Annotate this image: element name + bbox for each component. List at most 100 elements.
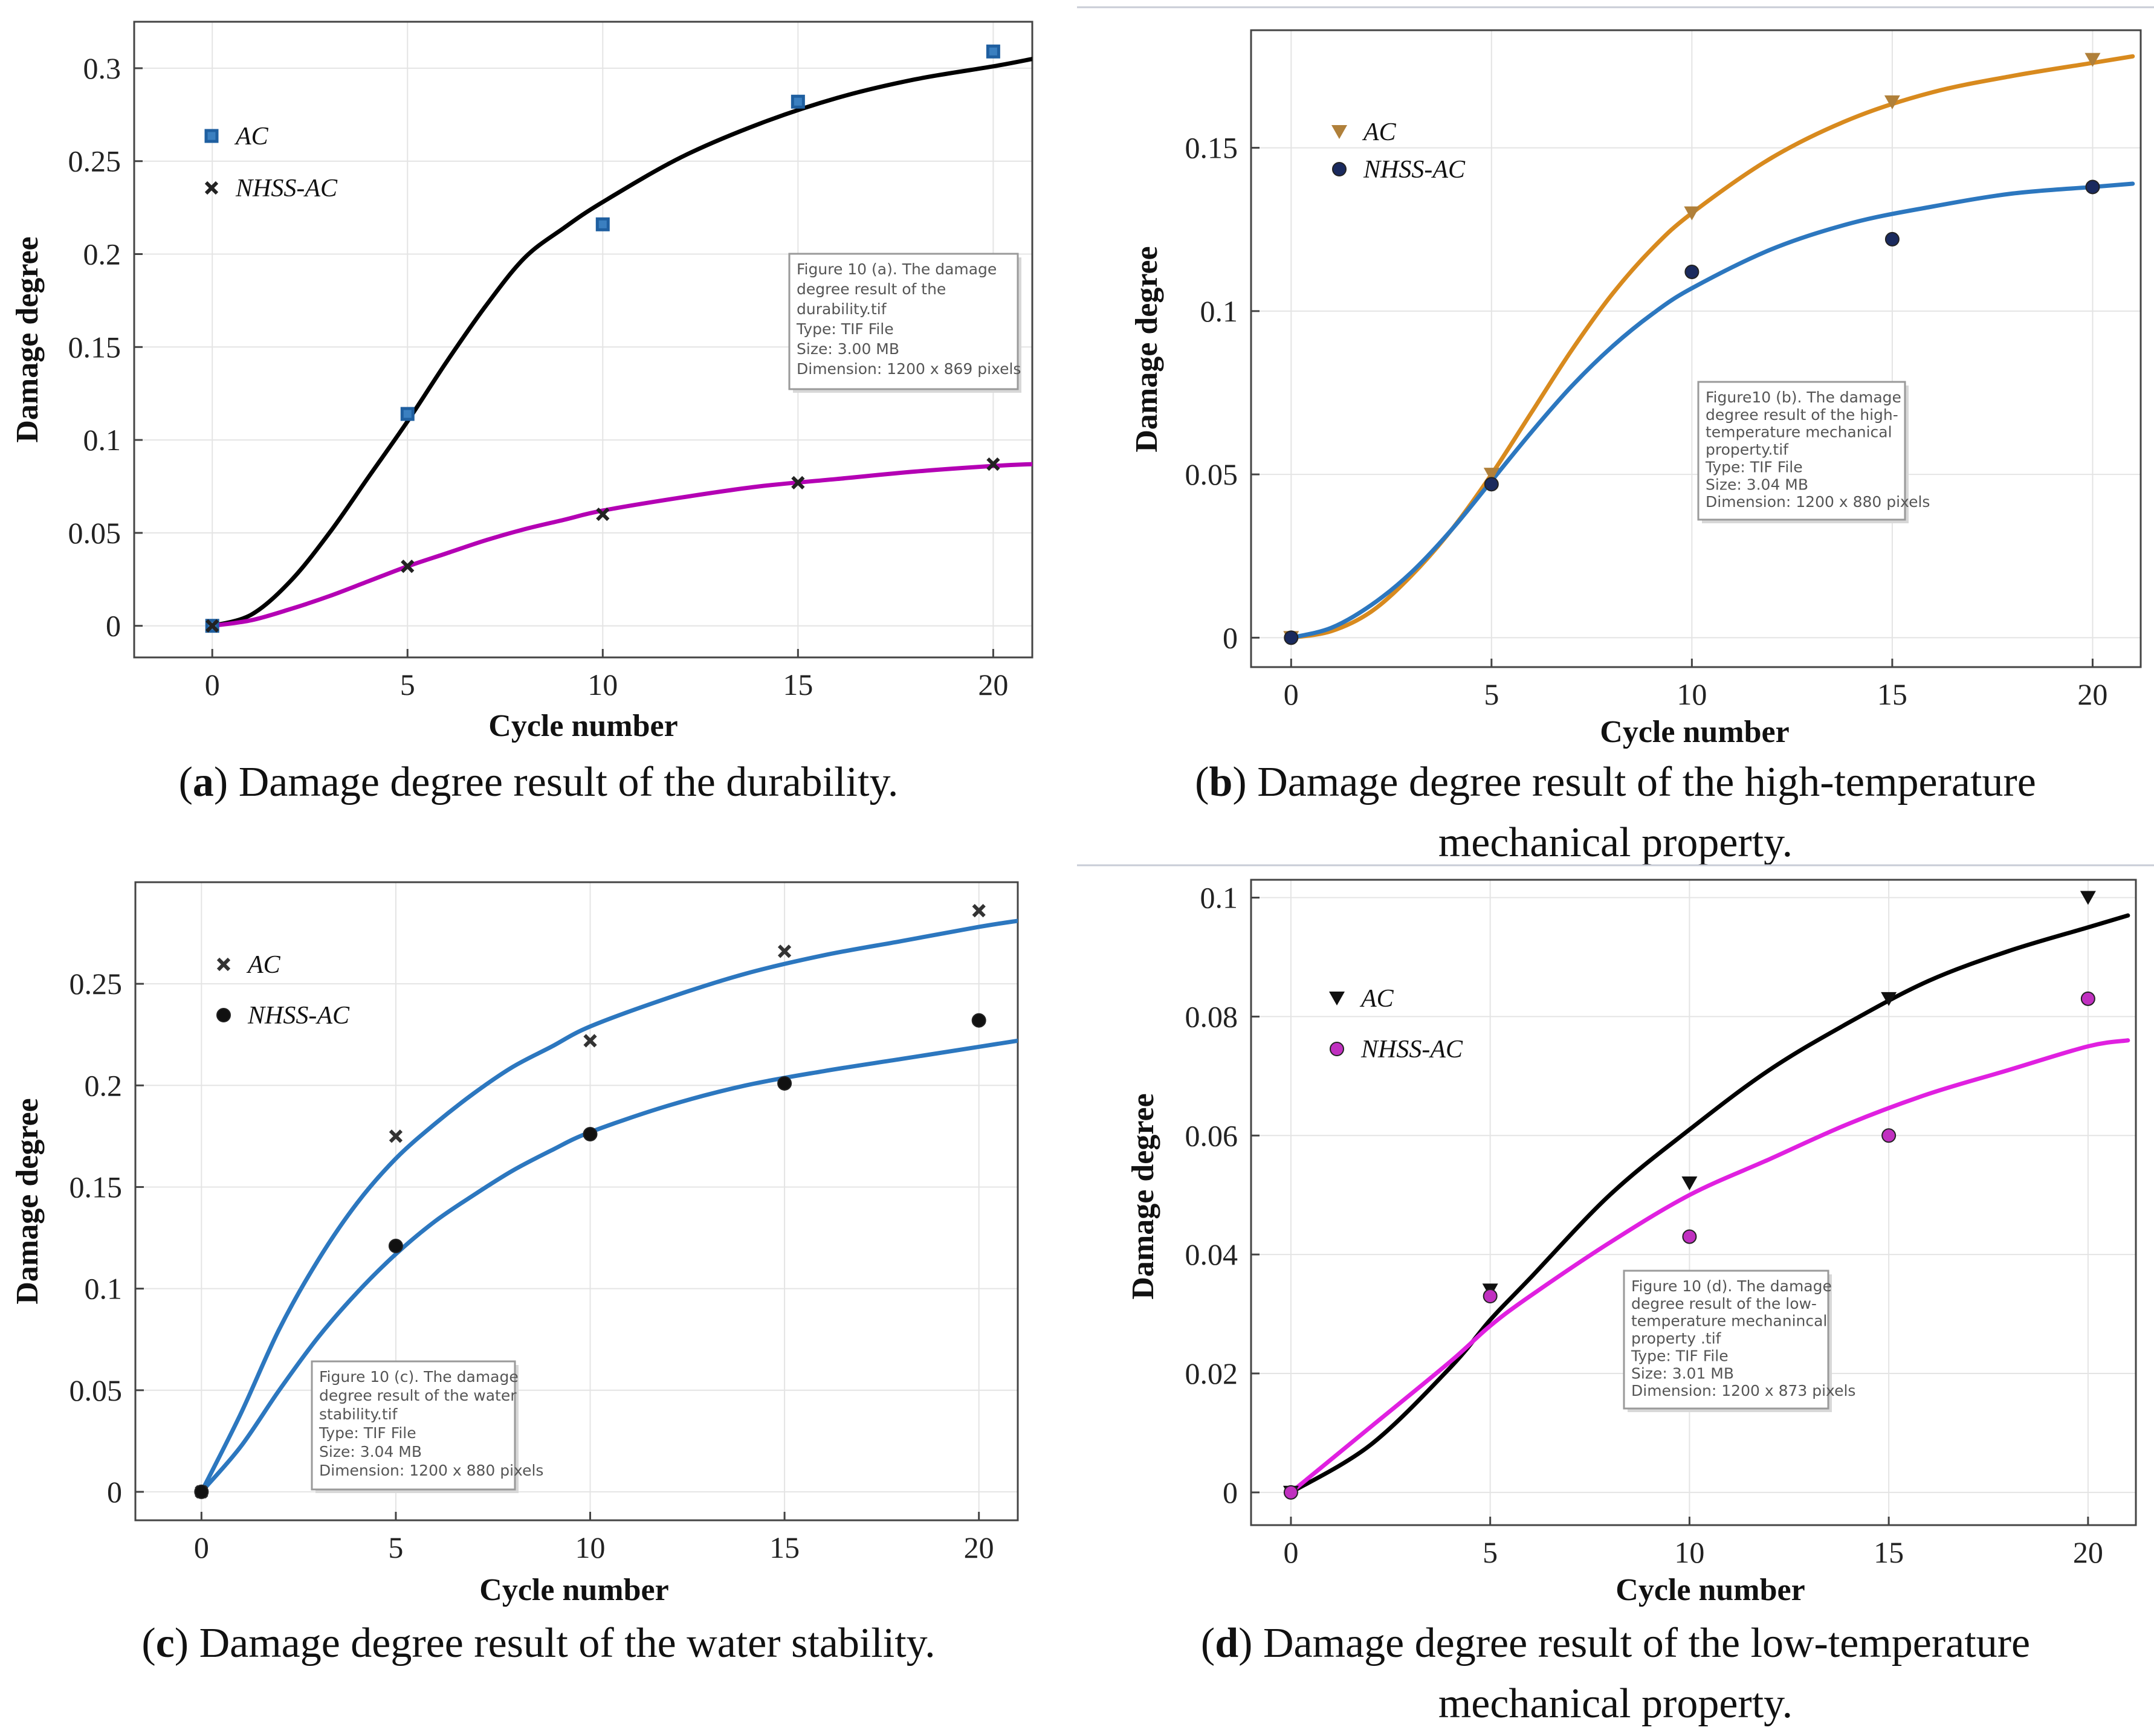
chart-a-point-1-0 [205,619,219,633]
chart-b-legend-label-0: AC [1362,118,1397,146]
chart-d-legend-entry-1: NHSS-AC [1330,1036,1463,1063]
chart-a-tooltip-line-0: Figure 10 (a). The damage [797,260,997,278]
chart-b-grid [1251,30,2141,667]
chart-c-tooltip-line-2: stability.tif [319,1405,398,1423]
chart-b-tooltip-line-0: Figure10 (b). The damage [1706,389,1901,406]
chart-panel-b: 0 5 10 15 20 0 0.05 0.1 0.15 Cycle number Damage d… [1077,0,2154,761]
chart-d-legend-label-1: NHSS-AC [1360,1036,1463,1063]
chart-d-point-1-3 [1881,1128,1897,1143]
chart-c-fit-line-0 [199,918,1018,1494]
chart-c-grid [135,882,1018,1520]
chart-d-tooltip-line-2: temperature mechanincal [1631,1312,1827,1330]
chart-panel-a: 0 5 10 15 20 0 0.05 0.1 0.15 0.2 0.25 0.3 Cycle numb… [0,0,1077,761]
chart-b-tooltip-box [1697,381,1906,521]
chart-a-tooltip-line-5: Dimension: 1200 x 869 pixels [797,360,1021,378]
chart-c-plot-area [135,882,1018,1520]
chart-a-legend-label-1: NHSS-AC [235,175,338,202]
chart-b-ytick-label-3: 0.15 [1185,131,1238,165]
chart-d-frame [1250,879,2137,1526]
chart-a-tooltip-line-3: Type: TIF File [796,320,894,338]
chart-b-tooltip-line-4: Type: TIF File [1705,458,1803,476]
chart-d-point-1-2 [1682,1229,1697,1244]
chart-d-tooltip-line-5: Size: 3.01 MB [1631,1364,1734,1382]
chart-a-legend-entry-0: AC [204,123,269,150]
chart-c-ytick-label-0: 0 [107,1475,122,1509]
chart-c-ylabel: Damage degree [10,1098,45,1304]
chart-b-frame [1250,29,2142,668]
chart-a-xtick-label-2: 10 [587,668,618,702]
chart-d-svg: 0 5 10 15 20 0 0.02 0.04 0.06 0.08 0.1 Cycle number… [1077,864,2154,1607]
chart-b-fit-line-1 [1289,181,2135,640]
chart-c-point-1-4 [971,1013,986,1028]
chart-d-point-0-4 [2080,891,2096,905]
chart-a-point-0-1 [400,407,415,421]
chart-c-legend-marker-1 [216,1008,231,1022]
chart-a-legend-marker-1 [204,181,219,195]
chart-c-tooltip-line-4: Size: 3.04 MB [319,1443,422,1460]
chart-a-file-tooltip: Figure 10 (a). The damage degree result o… [788,253,1021,393]
chart-b-tooltip-line-5: Size: 3.04 MB [1706,476,1808,493]
chart-b-xtick-label-2: 10 [1677,677,1707,711]
chart-a-xtick-label-0: 0 [205,668,220,702]
chart-b-tooltip-line-1: degree result of the high- [1706,406,1898,424]
chart-d-xtick-label-0: 0 [1283,1535,1298,1569]
chart-c-xtick-label-3: 15 [769,1531,800,1564]
chart-c-legend-marker-0 [216,957,231,972]
caption-b-line-1: Damage degree result of the high-tempera… [1257,759,2036,805]
chart-d-fit-line-0 [1289,913,2130,1495]
caption-d-line-2: mechanical property. [1438,1680,1793,1727]
caption-d-line-1: Damage degree result of the low-temperat… [1263,1620,2031,1667]
chart-c-series-1-points [194,1013,986,1499]
chart-c-point-1-3 [777,1076,792,1091]
chart-d-point-1-4 [2080,991,2095,1006]
chart-c-legend-label-0: AC [246,951,281,979]
caption-b-letter: b [1209,759,1233,805]
chart-a-xtick-label-4: 20 [978,668,1008,702]
chart-d-legend-marker-0 [1329,992,1345,1005]
caption-d-letter: d [1215,1620,1239,1667]
chart-d-point-0-2 [1681,1176,1698,1191]
chart-d-grid [1251,880,2136,1525]
chart-b-legend-entry-1: NHSS-AC [1332,156,1466,184]
chart-d-point-1-1 [1483,1289,1498,1304]
chart-a-ytick-label-3: 0.15 [68,330,121,364]
chart-a-legend-marker-0 [204,129,219,143]
chart-d-ytick-label-0: 0 [1223,1476,1238,1509]
chart-d-xlabel: Cycle number [1616,1573,1805,1607]
chart-d-ylabel: Damage degree [1126,1093,1160,1299]
chart-a-point-0-3 [791,94,805,109]
chart-a-svg: 0 5 10 15 20 0 0.05 0.1 0.15 0.2 0.25 0.3 Cycle numb… [10,21,1033,743]
chart-a-tooltip-line-2: durability.tif [797,300,887,318]
chart-c-xtick-label-4: 20 [964,1531,994,1564]
chart-a-point-1-4 [986,457,1000,471]
chart-b-series-1-points [1284,179,2100,645]
chart-a-ytick-label-5: 0.25 [68,144,121,178]
chart-a-ytick-label-1: 0.05 [68,516,121,550]
chart-b-plot-area [1251,30,2141,667]
chart-a-ytick-label-2: 0.1 [83,423,121,457]
caption-a-text: Damage degree result of the durability. [238,759,899,805]
chart-a-point-0-2 [595,217,610,231]
chart-a-tooltip-line-1: degree result of the [797,280,946,298]
chart-c-xlabel: Cycle number [479,1573,668,1607]
chart-c-tooltip-line-1: degree result of the water [319,1387,517,1404]
caption-b: (b) Damage degree result of the high-tem… [1195,759,2036,866]
chart-b-tooltip-line-6: Dimension: 1200 x 880 pixels [1706,493,1930,511]
chart-a-ytick-label-6: 0.3 [83,51,121,85]
chart-c-xtick-label-0: 0 [194,1531,209,1564]
chart-panel-d: 0 5 10 15 20 0 0.02 0.04 0.06 0.08 0.1 Cycle number… [1077,858,2154,1619]
chart-a-xtick-label-1: 5 [400,668,415,702]
chart-d-xtick-label-4: 20 [2073,1535,2103,1569]
chart-b-xtick-label-0: 0 [1284,677,1299,711]
chart-c-legend-entry-0: AC [216,951,281,979]
chart-d-fit-line-1 [1289,1038,2130,1495]
chart-c-ytick-label-2: 0.1 [85,1272,123,1306]
chart-c-point-0-4 [972,903,986,918]
chart-b-xtick-label-3: 15 [1877,677,1907,711]
chart-c-legend-label-1: NHSS-AC [247,1002,350,1030]
chart-c-svg: 0 5 10 15 20 0 0.05 0.1 0.15 0.2 0.25 Cycle number D… [10,881,1019,1607]
chart-d-ytick-label-3: 0.06 [1185,1118,1238,1152]
chart-b-legend-entry-0: AC [1331,118,1397,146]
chart-a-ylabel: Damage degree [10,236,45,442]
chart-a-legend-label-0: AC [234,123,269,150]
